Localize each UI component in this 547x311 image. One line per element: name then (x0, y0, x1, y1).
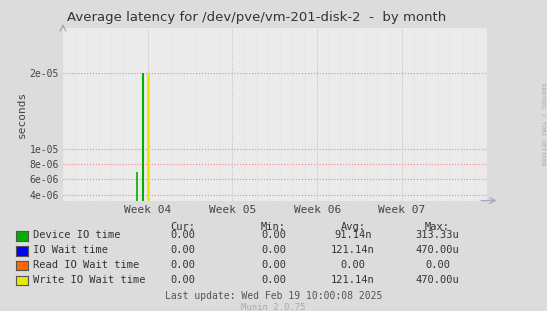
Text: Min:: Min: (261, 222, 286, 232)
Text: Avg:: Avg: (340, 222, 365, 232)
Text: 121.14n: 121.14n (331, 245, 375, 255)
Text: 91.14n: 91.14n (334, 230, 371, 240)
Text: 470.00u: 470.00u (416, 275, 459, 285)
Text: 0.00: 0.00 (261, 245, 286, 255)
Text: 121.14n: 121.14n (331, 275, 375, 285)
Text: 0.00: 0.00 (171, 275, 196, 285)
Text: 0.00: 0.00 (261, 230, 286, 240)
Text: 0.00: 0.00 (171, 245, 196, 255)
Text: 0.00: 0.00 (340, 260, 365, 270)
Text: 470.00u: 470.00u (416, 245, 459, 255)
Text: Average latency for /dev/pve/vm-201-disk-2  -  by month: Average latency for /dev/pve/vm-201-disk… (67, 11, 447, 24)
Text: IO Wait time: IO Wait time (33, 245, 108, 255)
Text: 0.00: 0.00 (261, 260, 286, 270)
Text: Write IO Wait time: Write IO Wait time (33, 275, 146, 285)
Text: Munin 2.0.75: Munin 2.0.75 (241, 303, 306, 311)
Text: 0.00: 0.00 (171, 260, 196, 270)
Text: Read IO Wait time: Read IO Wait time (33, 260, 139, 270)
Text: Max:: Max: (425, 222, 450, 232)
Text: 0.00: 0.00 (425, 260, 450, 270)
Text: 0.00: 0.00 (171, 230, 196, 240)
Text: 0.00: 0.00 (261, 275, 286, 285)
Text: 313.33u: 313.33u (416, 230, 459, 240)
Text: Cur:: Cur: (171, 222, 196, 232)
Text: Device IO time: Device IO time (33, 230, 120, 240)
Text: RRDTOOL / TOBI OETIKER: RRDTOOL / TOBI OETIKER (541, 83, 546, 166)
Y-axis label: seconds: seconds (16, 91, 27, 138)
Text: Last update: Wed Feb 19 10:00:08 2025: Last update: Wed Feb 19 10:00:08 2025 (165, 291, 382, 301)
